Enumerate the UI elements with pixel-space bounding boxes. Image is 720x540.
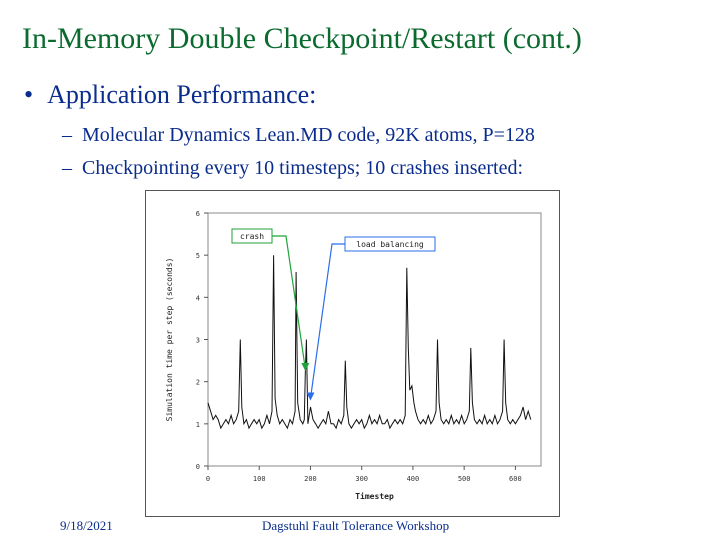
crash-arrow-head	[301, 363, 310, 372]
bullet-dot-icon: •	[24, 80, 34, 109]
chart-svg: 0 1 2 3 4 5 6 0 100 200 300 400 500 600 Timestep Simula…	[165, 210, 542, 501]
crash-arrow-line	[272, 235, 306, 370]
x-tick-label: 100	[253, 475, 266, 483]
load-balancing-label: load balancing	[356, 240, 424, 249]
dash-icon: –	[62, 124, 72, 146]
x-tick-label: 300	[355, 475, 368, 483]
crash-label: crash	[240, 232, 264, 241]
sub-bullet-1: – Molecular Dynamics Lean.MD code, 92K at…	[62, 124, 535, 147]
dash-icon: –	[62, 157, 72, 179]
plot-area	[207, 212, 542, 467]
y-tick-label: 1	[196, 421, 200, 429]
footer-workshop: Dagstuhl Fault Tolerance Workshop	[262, 518, 450, 533]
performance-chart: 0 1 2 3 4 5 6 0 100 200 300 400 500 600 Timestep Simula…	[145, 190, 560, 517]
x-axis-label: Timestep	[355, 491, 394, 501]
y-axis-label: Simulation time per step (seconds)	[165, 258, 174, 422]
x-tick-label: 400	[407, 475, 420, 483]
y-tick-label: 2	[196, 379, 200, 387]
y-tick-label: 6	[196, 210, 200, 218]
sub-bullet-1-text: Molecular Dynamics Lean.MD code, 92K ato…	[82, 124, 535, 146]
x-tick-label: 500	[458, 475, 471, 483]
series-line	[207, 255, 532, 430]
y-tick-label: 4	[196, 294, 200, 302]
x-tick-label: 600	[509, 475, 522, 483]
load-balancing-arrow-line	[309, 243, 345, 399]
y-tick-label: 0	[196, 463, 200, 471]
sub-bullet-2-text: Checkpointing every 10 timesteps; 10 cra…	[82, 157, 524, 179]
x-tick-label: 200	[304, 475, 317, 483]
sub-bullet-2: – Checkpointing every 10 timesteps; 10 cr…	[62, 157, 523, 180]
footer-date: 9/18/2021	[60, 518, 113, 533]
main-bullet: • Application Performance:	[24, 80, 316, 110]
slide-title: In-Memory Double Checkpoint/Restart (con…	[22, 22, 582, 55]
y-tick-label: 5	[196, 252, 200, 260]
load-balancing-arrow-head	[306, 392, 315, 401]
y-tick-label: 3	[196, 337, 200, 345]
main-bullet-text: Application Performance:	[47, 80, 317, 109]
x-tick-label: 0	[206, 475, 210, 483]
